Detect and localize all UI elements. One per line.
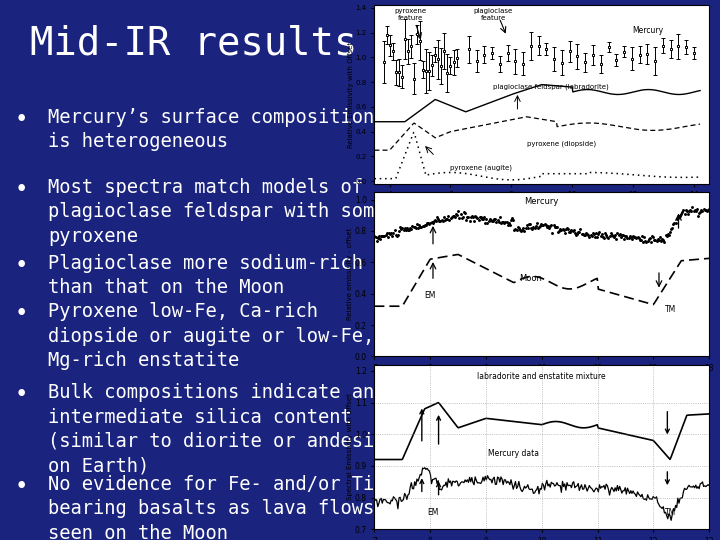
Text: pyroxene (diopside): pyroxene (diopside) (526, 141, 595, 147)
Text: Mercury data: Mercury data (488, 449, 539, 458)
X-axis label: Wavelength (μm): Wavelength (μm) (505, 206, 578, 215)
Text: Most spectra match models of
plagioclase feldspar with some
pyroxene: Most spectra match models of plagioclase… (48, 178, 386, 246)
Text: •: • (15, 254, 28, 277)
Text: pyroxene
feature: pyroxene feature (395, 8, 427, 21)
Text: •: • (15, 475, 28, 498)
Text: •: • (15, 383, 28, 407)
Text: Mid-IR results: Mid-IR results (30, 24, 357, 62)
Text: plagioclase feldspar (labradorite): plagioclase feldspar (labradorite) (493, 84, 609, 90)
Text: Pyroxene low-Fe, Ca-rich
diopside or augite or low-Fe,
Mg-rich enstatite: Pyroxene low-Fe, Ca-rich diopside or aug… (48, 302, 374, 370)
Y-axis label: Spectral Emissivity with Offset: Spectral Emissivity with Offset (347, 394, 354, 500)
Text: TM: TM (665, 508, 676, 517)
Text: Plagioclase more sodium-rich
than that on the Moon: Plagioclase more sodium-rich than that o… (48, 254, 363, 297)
Text: labradorite and enstatite mixture: labradorite and enstatite mixture (477, 373, 606, 381)
Y-axis label: Relative Emissivity with Offset: Relative Emissivity with Offset (348, 42, 354, 147)
Text: EM: EM (427, 508, 438, 517)
Text: Mercury: Mercury (525, 197, 559, 206)
Text: •: • (15, 108, 28, 131)
Text: Bulk compositions indicate an
intermediate silica content
(similar to diorite or: Bulk compositions indicate an intermedia… (48, 383, 397, 475)
Text: Mercury: Mercury (632, 25, 664, 35)
Text: •: • (15, 302, 28, 326)
X-axis label: Wavelength (μm): Wavelength (μm) (505, 379, 578, 388)
Text: Moon: Moon (519, 274, 542, 283)
Text: Mercury’s surface composition
is heterogeneous: Mercury’s surface composition is heterog… (48, 108, 374, 151)
Text: No evidence for Fe- and/or Ti-
bearing basalts as lava flows as
seen on the Moon: No evidence for Fe- and/or Ti- bearing b… (48, 475, 408, 540)
Text: plagioclase
feature: plagioclase feature (474, 8, 513, 21)
Y-axis label: Relative emissivity - offset: Relative emissivity - offset (347, 228, 354, 320)
Text: EM: EM (425, 292, 436, 300)
Text: •: • (15, 178, 28, 201)
Text: TM: TM (665, 306, 676, 314)
Text: pyroxene (augite): pyroxene (augite) (451, 164, 513, 171)
